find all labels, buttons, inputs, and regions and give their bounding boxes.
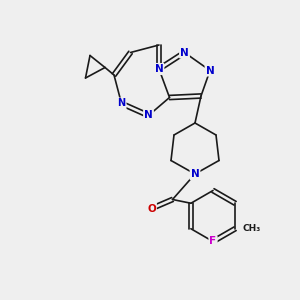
- Text: N: N: [154, 64, 164, 74]
- Text: N: N: [117, 98, 126, 109]
- Text: N: N: [190, 169, 200, 179]
- Text: N: N: [144, 110, 153, 121]
- Text: CH₃: CH₃: [243, 224, 261, 233]
- Text: F: F: [209, 236, 217, 247]
- Text: O: O: [147, 203, 156, 214]
- Text: N: N: [180, 47, 189, 58]
- Text: N: N: [206, 65, 214, 76]
